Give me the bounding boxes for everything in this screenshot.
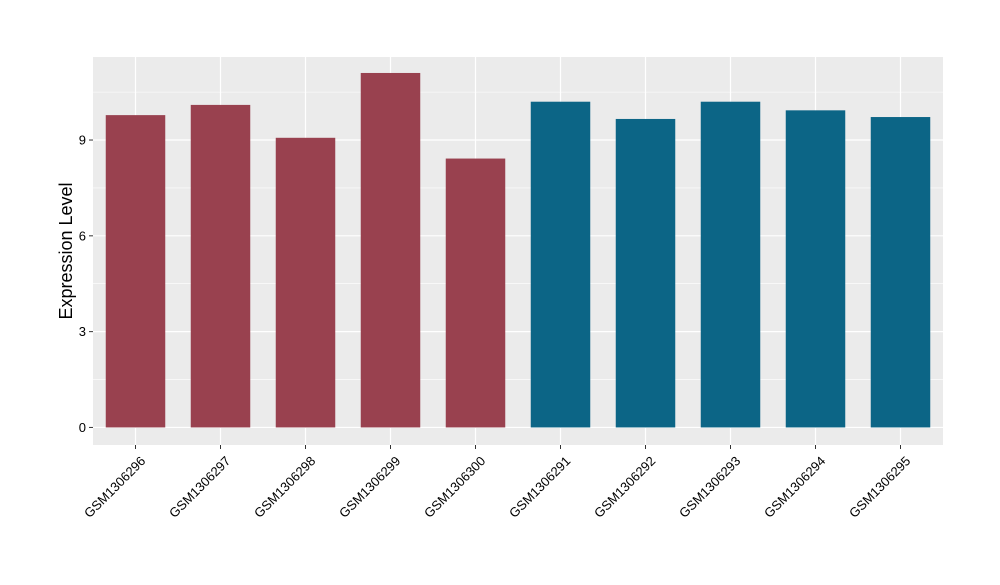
x-tick-label: GSM1306294	[761, 453, 828, 520]
y-axis-title: Expression Level	[56, 182, 76, 319]
bar-GSM1306300	[445, 158, 506, 428]
bar-GSM1306291	[530, 101, 591, 428]
x-tick-label: GSM1306297	[166, 453, 233, 520]
bar-GSM1306294	[785, 110, 846, 428]
x-axis: GSM1306296 GSM1306297 GSM1306298 GSM1306299…	[81, 445, 913, 521]
y-tick-label: 9	[79, 133, 86, 148]
y-axis: 0 3 6 9	[79, 133, 93, 435]
y-tick-label: 0	[79, 420, 86, 435]
x-tick-label: GSM1306293	[676, 453, 743, 520]
x-tick-label: GSM1306300	[421, 453, 488, 520]
bar-GSM1306293	[700, 101, 761, 428]
y-tick-label: 6	[79, 228, 86, 243]
x-tick-label: GSM1306295	[846, 453, 913, 520]
bar-GSM1306292	[615, 118, 676, 428]
x-tick-label: GSM1306291	[506, 453, 573, 520]
bar-GSM1306296	[105, 115, 166, 428]
bar-GSM1306295	[870, 117, 931, 428]
x-tick-label: GSM1306292	[591, 453, 658, 520]
x-tick-label: GSM1306296	[81, 453, 148, 520]
y-tick-label: 3	[79, 324, 86, 339]
x-tick-label: GSM1306299	[336, 453, 403, 520]
bar-GSM1306299	[360, 72, 421, 428]
bar-GSM1306298	[275, 137, 336, 428]
x-tick-label: GSM1306298	[251, 453, 318, 520]
bar-GSM1306297	[190, 104, 251, 428]
bars	[105, 72, 931, 428]
